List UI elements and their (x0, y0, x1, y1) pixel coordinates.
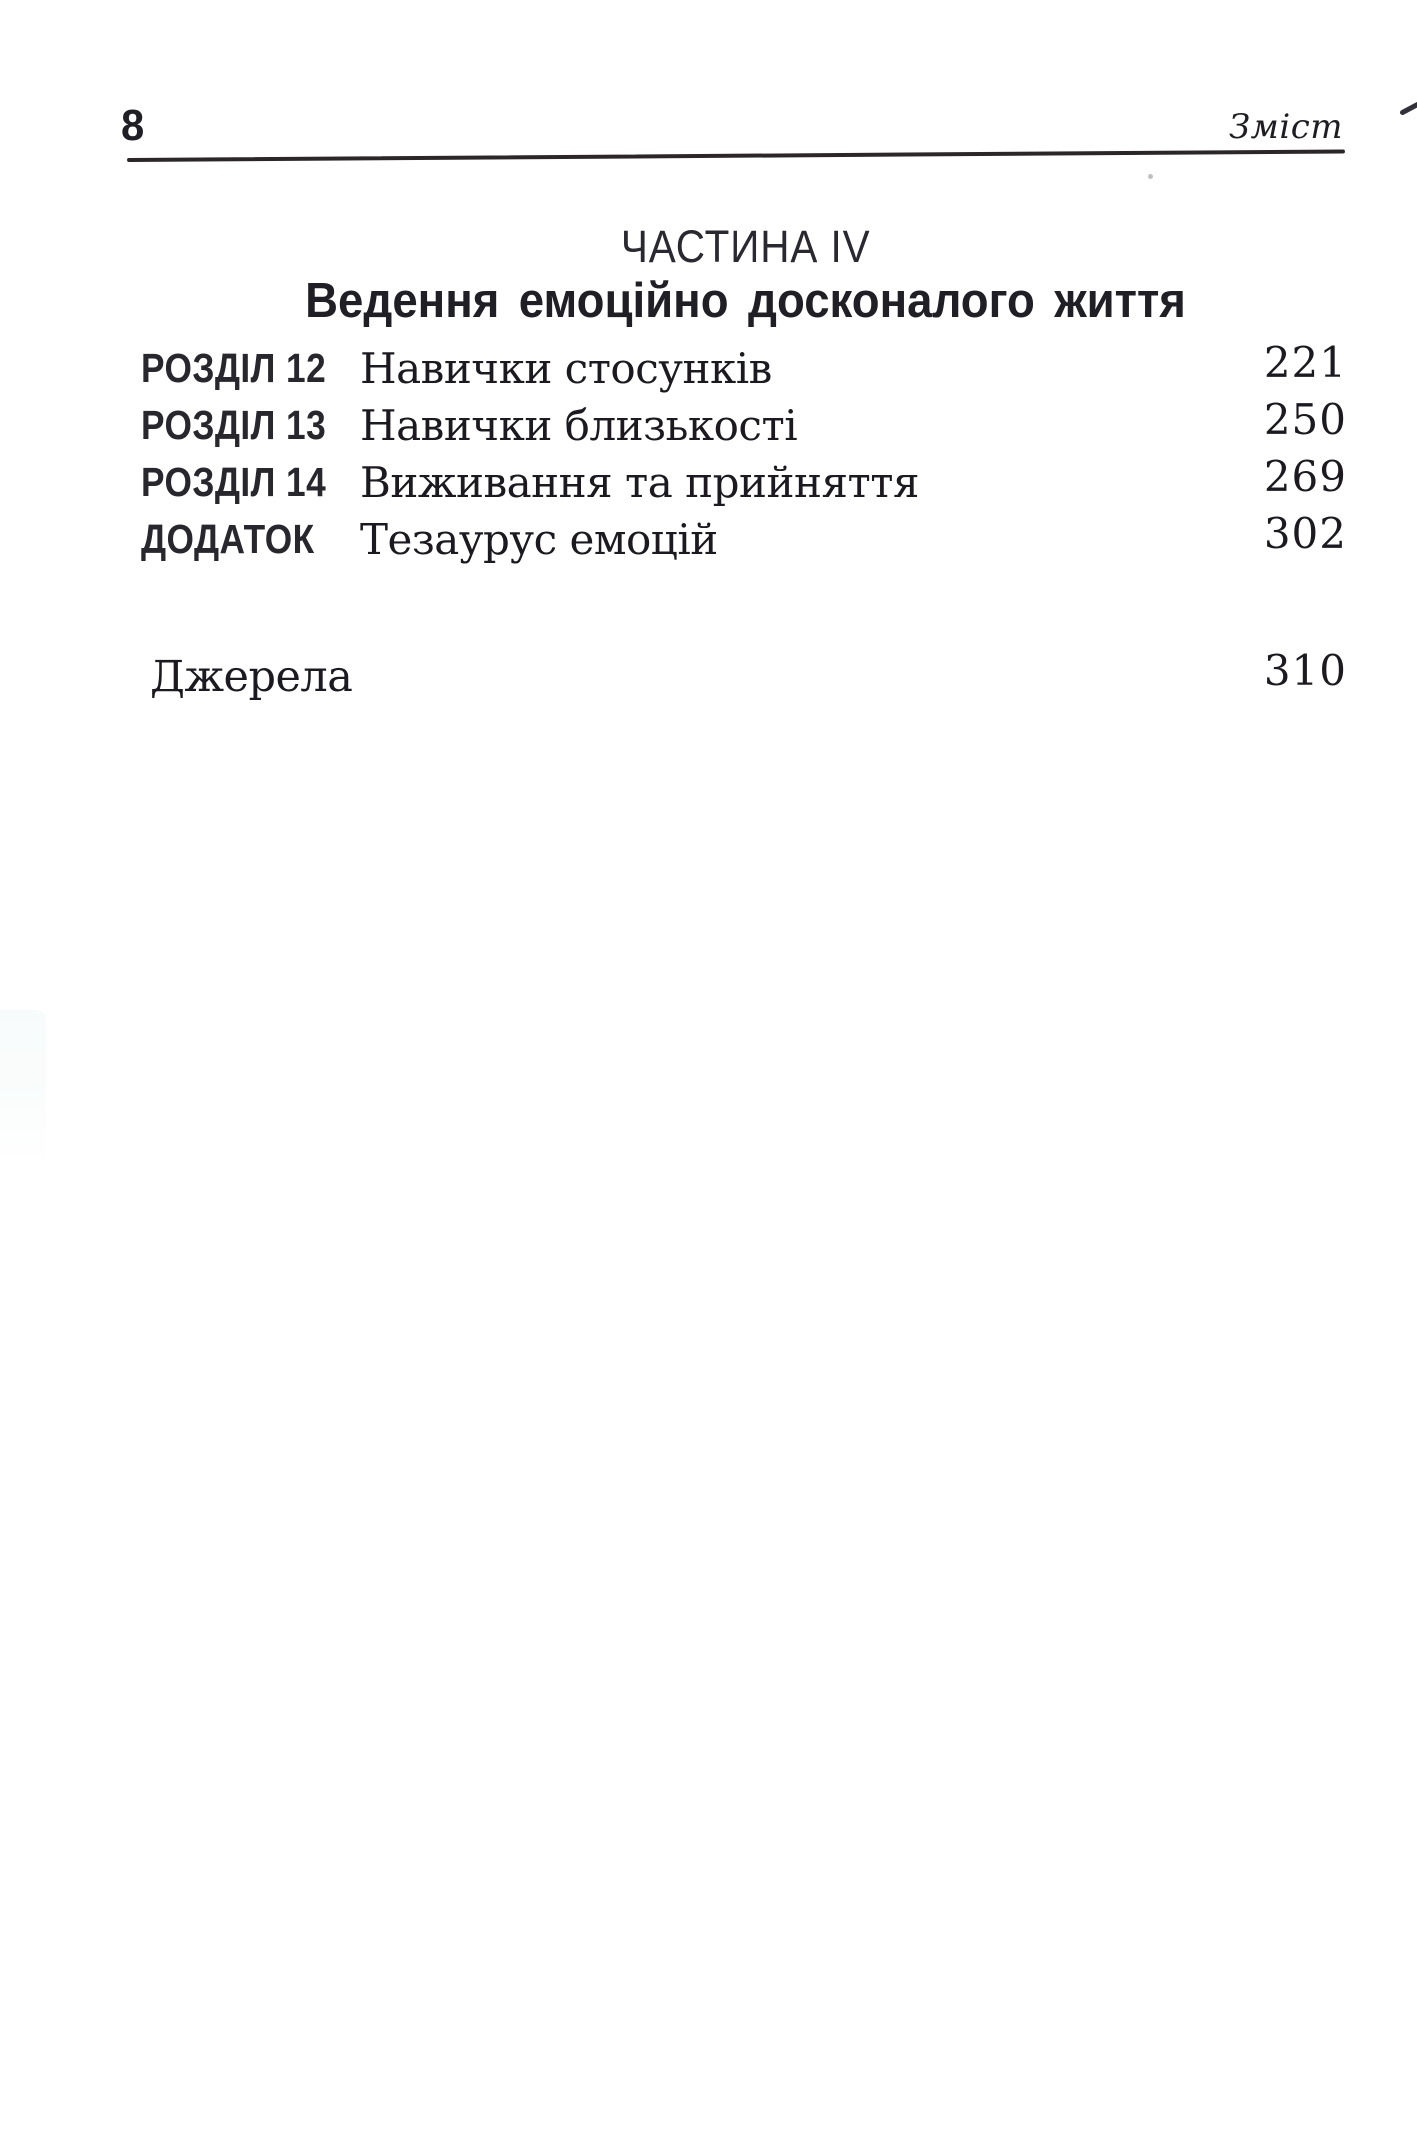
backmatter-entry: Джерела 310 (150, 650, 1347, 708)
toc-entry-label: РОЗДІЛ 13 (141, 402, 327, 448)
scan-artifact-edge-smudge (0, 1010, 46, 1170)
toc-entry-page: 302 (1263, 509, 1347, 558)
scan-artifact-corner-tick (1399, 101, 1417, 116)
toc-entry-page: 250 (1263, 395, 1347, 444)
toc-entry: РОЗДІЛ 12 Навички стосунків 221 (141, 342, 1347, 398)
page-number: 8 (121, 101, 145, 150)
toc-entry-label: РОЗДІЛ 12 (141, 345, 327, 391)
header-rule (126, 149, 1345, 162)
toc-entry-label: ДОДАТОК (141, 516, 315, 562)
toc-entry-page: 221 (1263, 338, 1347, 387)
part-title: Ведення емоційно досконалого життя (140, 277, 1352, 326)
toc-entry-title: Навички близькості (360, 401, 798, 450)
part-label-text: ЧАСТИНА IV (621, 221, 871, 272)
toc-entry-title: Навички стосунків (360, 344, 772, 393)
toc-entry-title: Тезаурус емоцій (360, 515, 718, 564)
running-head: Зміст (1228, 107, 1343, 147)
part-label: ЧАСТИНА IV (140, 224, 1352, 269)
toc-entry-label: РОЗДІЛ 14 (141, 459, 327, 505)
toc-entry: РОЗДІЛ 14 Виживання та прийняття 269 (141, 456, 1347, 512)
backmatter-page: 310 (1263, 646, 1347, 695)
toc-entry: ДОДАТОК Тезаурус емоцій 302 (141, 513, 1347, 569)
backmatter-title: Джерела (150, 652, 353, 702)
toc-entry: РОЗДІЛ 13 Навички близькості 250 (141, 399, 1347, 455)
toc-entry-page: 269 (1263, 452, 1347, 501)
part-title-text: Ведення емоційно досконалого життя (305, 274, 1187, 328)
scan-artifact-speck (1148, 174, 1153, 179)
toc-entry-title: Виживання та прийняття (360, 458, 919, 507)
